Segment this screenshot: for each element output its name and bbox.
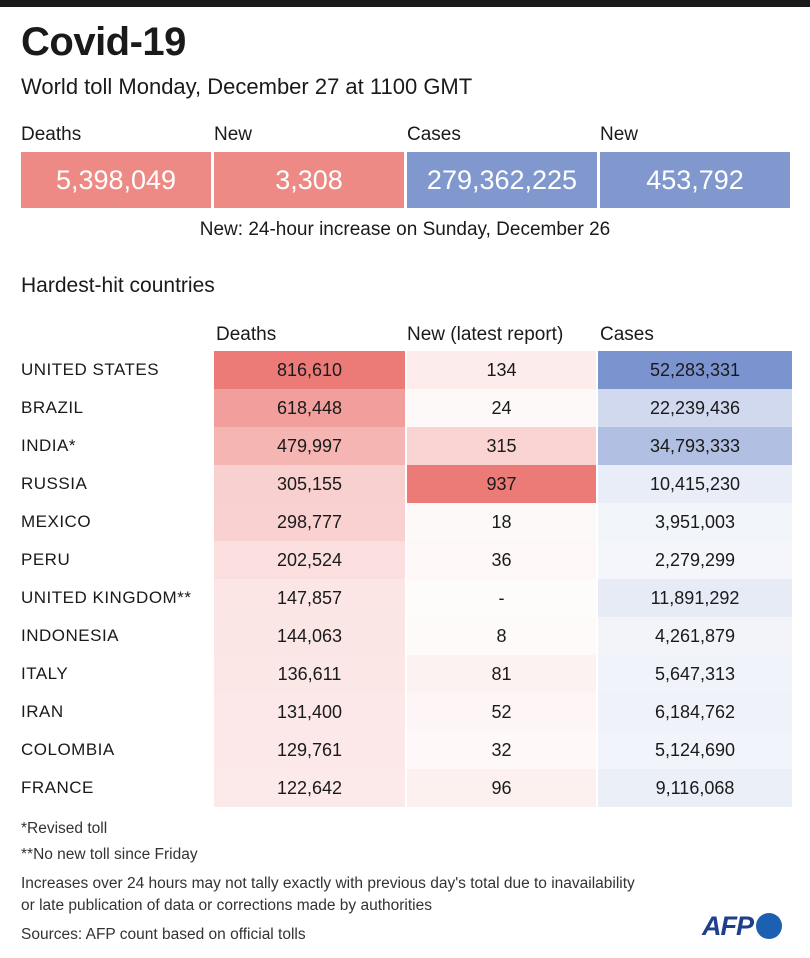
summary-label-new-cases: New xyxy=(600,124,639,145)
table-row: UNITED STATES 816,610 134 52,283,331 xyxy=(0,351,810,389)
summary-value-new-deaths: 3,308 xyxy=(214,152,404,208)
table-row: MEXICO 298,777 18 3,951,003 xyxy=(0,503,810,541)
row-deaths-cell: 147,857 xyxy=(214,579,406,617)
row-cases-cell: 6,184,762 xyxy=(598,693,792,731)
table-row: INDIA* 479,997 315 34,793,333 xyxy=(0,427,810,465)
row-cases-cell: 2,279,299 xyxy=(598,541,792,579)
table-row: IRAN 131,400 52 6,184,762 xyxy=(0,693,810,731)
table-row: BRAZIL 618,448 24 22,239,436 xyxy=(0,389,810,427)
column-header-deaths: Deaths xyxy=(216,324,277,345)
row-country: COLOMBIA xyxy=(21,740,115,759)
row-country: ITALY xyxy=(21,664,69,683)
summary-note: New: 24-hour increase on Sunday, Decembe… xyxy=(199,219,611,240)
row-cases-cell: 22,239,436 xyxy=(598,389,792,427)
row-deaths-cell: 129,761 xyxy=(214,731,406,769)
row-new-cell: 24 xyxy=(407,389,597,427)
top-bar xyxy=(0,0,810,7)
row-new-cell: 81 xyxy=(407,655,597,693)
row-cases-cell: 10,415,230 xyxy=(598,465,792,503)
page-subtitle: World toll Monday, December 27 at 1100 G… xyxy=(21,74,473,99)
afp-logo-dot-icon xyxy=(756,913,782,939)
summary-value-cases: 279,362,225 xyxy=(407,152,597,208)
hardest-hit-table: UNITED STATES 816,610 134 52,283,331 BRAZIL 6… xyxy=(0,351,810,807)
row-new-cell: 36 xyxy=(407,541,597,579)
row-deaths-cell: 202,524 xyxy=(214,541,406,579)
row-country: RUSSIA xyxy=(21,474,88,493)
row-country: INDONESIA xyxy=(21,626,120,645)
summary-label-new-deaths: New xyxy=(214,124,253,145)
row-country: UNITED STATES xyxy=(21,360,160,379)
footnote-increases-1: Increases over 24 hours may not tally ex… xyxy=(21,875,635,892)
page-title: Covid-19 xyxy=(21,20,186,64)
row-deaths-cell: 122,642 xyxy=(214,769,406,807)
column-header-cases: Cases xyxy=(600,324,654,345)
row-new-cell: 134 xyxy=(407,351,597,389)
table-row: UNITED KINGDOM** 147,857-11,891,292 xyxy=(0,579,810,617)
row-cases-cell: 34,793,333 xyxy=(598,427,792,465)
column-header-new: New (latest report) xyxy=(407,324,564,345)
afp-logo: AFP xyxy=(702,909,782,943)
table-row: FRANCE 122,642 96 9,116,068 xyxy=(0,769,810,807)
row-new-cell: 32 xyxy=(407,731,597,769)
row-country: INDIA* xyxy=(21,436,76,455)
row-new-cell: - xyxy=(407,579,597,617)
footnote-increases-2: or late publication of data or correctio… xyxy=(21,897,432,914)
table-row: RUSSIA 305,155 937 10,415,230 xyxy=(0,465,810,503)
row-country: IRAN xyxy=(21,702,64,721)
row-country: MEXICO xyxy=(21,512,92,531)
summary-value-new-cases: 453,792 xyxy=(600,152,790,208)
row-deaths-cell: 618,448 xyxy=(214,389,406,427)
footnote-sources: Sources: AFP count based on official tol… xyxy=(21,926,306,943)
summary-value-deaths: 5,398,049 xyxy=(21,152,211,208)
row-country: FRANCE xyxy=(21,778,94,797)
row-deaths-cell: 144,063 xyxy=(214,617,406,655)
row-deaths-cell: 305,155 xyxy=(214,465,406,503)
footnote-no-new: **No new toll since Friday xyxy=(21,846,198,863)
row-deaths-cell: 479,997 xyxy=(214,427,406,465)
table-row: ITALY 136,611 81 5,647,313 xyxy=(0,655,810,693)
row-country: PERU xyxy=(21,550,71,569)
table-row: COLOMBIA 129,761 32 5,124,690 xyxy=(0,731,810,769)
row-new-cell: 18 xyxy=(407,503,597,541)
row-deaths-cell: 298,777 xyxy=(214,503,406,541)
section-title: Hardest-hit countries xyxy=(21,274,215,297)
row-cases-cell: 4,261,879 xyxy=(598,617,792,655)
row-country: BRAZIL xyxy=(21,398,84,417)
footnote-revised: *Revised toll xyxy=(21,820,108,837)
row-cases-cell: 3,951,003 xyxy=(598,503,792,541)
table-row: INDONESIA 144,063 8 4,261,879 xyxy=(0,617,810,655)
row-new-cell: 52 xyxy=(407,693,597,731)
row-cases-cell: 5,124,690 xyxy=(598,731,792,769)
row-new-cell: 315 xyxy=(407,427,597,465)
summary-label-cases: Cases xyxy=(407,124,461,145)
row-new-cell: 8 xyxy=(407,617,597,655)
row-new-cell: 96 xyxy=(407,769,597,807)
row-deaths-cell: 131,400 xyxy=(214,693,406,731)
row-country: UNITED KINGDOM** xyxy=(21,588,192,607)
table-row: PERU 202,524 36 2,279,299 xyxy=(0,541,810,579)
row-deaths-cell: 136,611 xyxy=(214,655,406,693)
row-cases-cell: 9,116,068 xyxy=(598,769,792,807)
summary-label-deaths: Deaths xyxy=(21,124,82,145)
row-cases-cell: 11,891,292 xyxy=(598,579,792,617)
row-cases-cell: 5,647,313 xyxy=(598,655,792,693)
row-deaths-cell: 816,610 xyxy=(214,351,406,389)
afp-logo-text: AFP xyxy=(702,910,754,941)
row-new-cell: 937 xyxy=(407,465,597,503)
row-cases-cell: 52,283,331 xyxy=(598,351,792,389)
